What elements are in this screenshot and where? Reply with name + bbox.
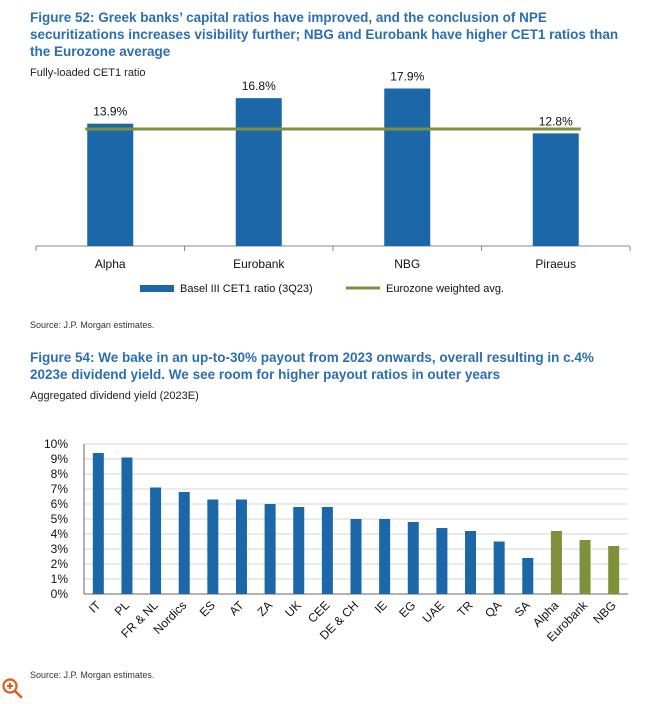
bar-es [207, 499, 219, 594]
bar-pl [121, 457, 133, 594]
y-tick-label: 10% [44, 437, 68, 451]
category-label: SA [512, 598, 533, 619]
category-label: IE [372, 598, 390, 616]
bar-cee [321, 507, 333, 594]
bar-uk [293, 507, 305, 594]
bar-de-ch [350, 519, 362, 594]
category-label: UAE [420, 598, 447, 625]
legend-label: Eurozone weighted avg. [386, 283, 504, 295]
bar-sa [522, 558, 534, 594]
figure-54-subtitle: Aggregated dividend yield (2023E) [30, 390, 199, 402]
category-label: NBG [394, 257, 420, 271]
y-tick-label: 6% [51, 497, 69, 511]
bar-qa [493, 541, 505, 594]
category-label: QA [482, 598, 504, 620]
bar-at [235, 499, 247, 594]
bar-piraeus [532, 133, 579, 246]
zoom-in-icon[interactable] [0, 676, 24, 700]
category-label: NBG [591, 598, 619, 626]
figure-54-title: Figure 54: We bake in an up-to-30% payou… [30, 350, 594, 382]
bar-nbg [608, 546, 620, 594]
y-tick-label: 2% [51, 557, 69, 571]
figure-52-title: Figure 52: Greek banks’ capital ratios h… [30, 10, 619, 59]
data-label: 12.8% [539, 114, 573, 128]
bar-za [264, 504, 276, 594]
category-label: AT [226, 598, 247, 619]
y-tick-label: 4% [51, 527, 69, 541]
category-label: Piraeus [535, 257, 576, 271]
bar-tr [465, 531, 477, 594]
legend-swatch-cet1 [140, 285, 174, 292]
bar-eurobank [579, 540, 591, 594]
y-tick-label: 9% [51, 452, 69, 466]
category-label: ES [197, 598, 218, 619]
category-label: IT [86, 598, 104, 616]
figure-52-subtitle: Fully-loaded CET1 ratio [30, 67, 146, 79]
data-label: 16.8% [242, 79, 276, 93]
bar-alpha [550, 531, 562, 594]
data-label: 17.9% [390, 69, 424, 83]
bar-nbg [384, 88, 431, 246]
figure-52-source: Source: J.P. Morgan estimates. [30, 320, 155, 330]
bar-alpha [87, 123, 134, 246]
bar-eg [407, 522, 419, 594]
legend-label: Basel III CET1 ratio (3Q23) [180, 283, 313, 295]
bar-it [92, 453, 104, 594]
y-tick-label: 0% [51, 587, 69, 601]
bar-eurobank [235, 98, 282, 246]
data-label: 13.9% [93, 105, 127, 119]
category-label: PL [112, 598, 133, 619]
category-label: EG [396, 598, 418, 620]
category-label: Eurobank [233, 257, 285, 271]
category-label: UK [282, 598, 304, 620]
bar-uae [436, 528, 448, 594]
y-tick-label: 1% [51, 572, 69, 586]
y-tick-label: 8% [51, 467, 69, 481]
bar-nordics [178, 492, 190, 594]
category-label: TR [454, 598, 475, 619]
bar-ie [379, 519, 391, 594]
figure-54-source: Source: J.P. Morgan estimates. [30, 670, 155, 680]
y-tick-label: 3% [51, 542, 69, 556]
category-label: Alpha [95, 257, 126, 271]
bar-fr-nl [150, 487, 162, 594]
cet1-chart: 13.9% Alpha 16.8% Eurobank 17.9% NBG 12.8% Pira… [35, 69, 631, 295]
y-tick-label: 5% [51, 512, 69, 526]
category-label: ZA [254, 598, 275, 619]
y-tick-label: 7% [51, 482, 69, 496]
